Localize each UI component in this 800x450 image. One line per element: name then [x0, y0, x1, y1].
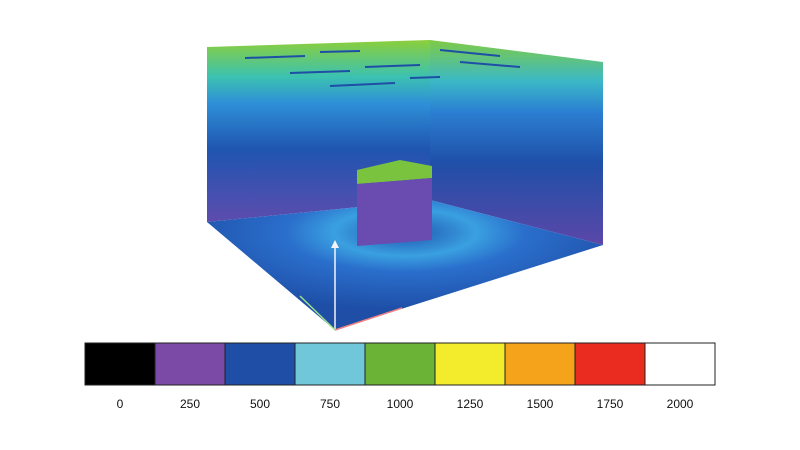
legend-swatch — [644, 342, 716, 386]
box-front — [357, 178, 432, 246]
legend-tick-label: 1250 — [457, 397, 484, 411]
legend-swatch — [294, 342, 366, 386]
room — [207, 40, 603, 331]
legend-tick-label: 750 — [320, 397, 340, 411]
axes — [299, 240, 403, 331]
legend-tick-label: 1000 — [387, 397, 414, 411]
legend-tick-label: 250 — [180, 397, 200, 411]
legend: 0 250 500 750 1000 1250 1500 1750 2000 — [84, 342, 716, 411]
legend-swatch — [574, 342, 646, 386]
legend-swatch — [434, 342, 506, 386]
box-top — [357, 160, 432, 184]
luminaires — [244, 49, 521, 87]
legend-swatch — [84, 342, 156, 386]
legend-swatch — [504, 342, 576, 386]
right-wall — [430, 40, 603, 245]
legend-swatch — [154, 342, 226, 386]
legend-tick-label: 2000 — [667, 397, 694, 411]
legend-tick-label: 1750 — [597, 397, 624, 411]
legend-tick-label: 0 — [117, 397, 124, 411]
legend-swatch — [364, 342, 436, 386]
legend-tick-label: 1500 — [527, 397, 554, 411]
floor — [207, 200, 603, 330]
legend-swatch — [224, 342, 296, 386]
legend-tick-label: 500 — [250, 397, 270, 411]
